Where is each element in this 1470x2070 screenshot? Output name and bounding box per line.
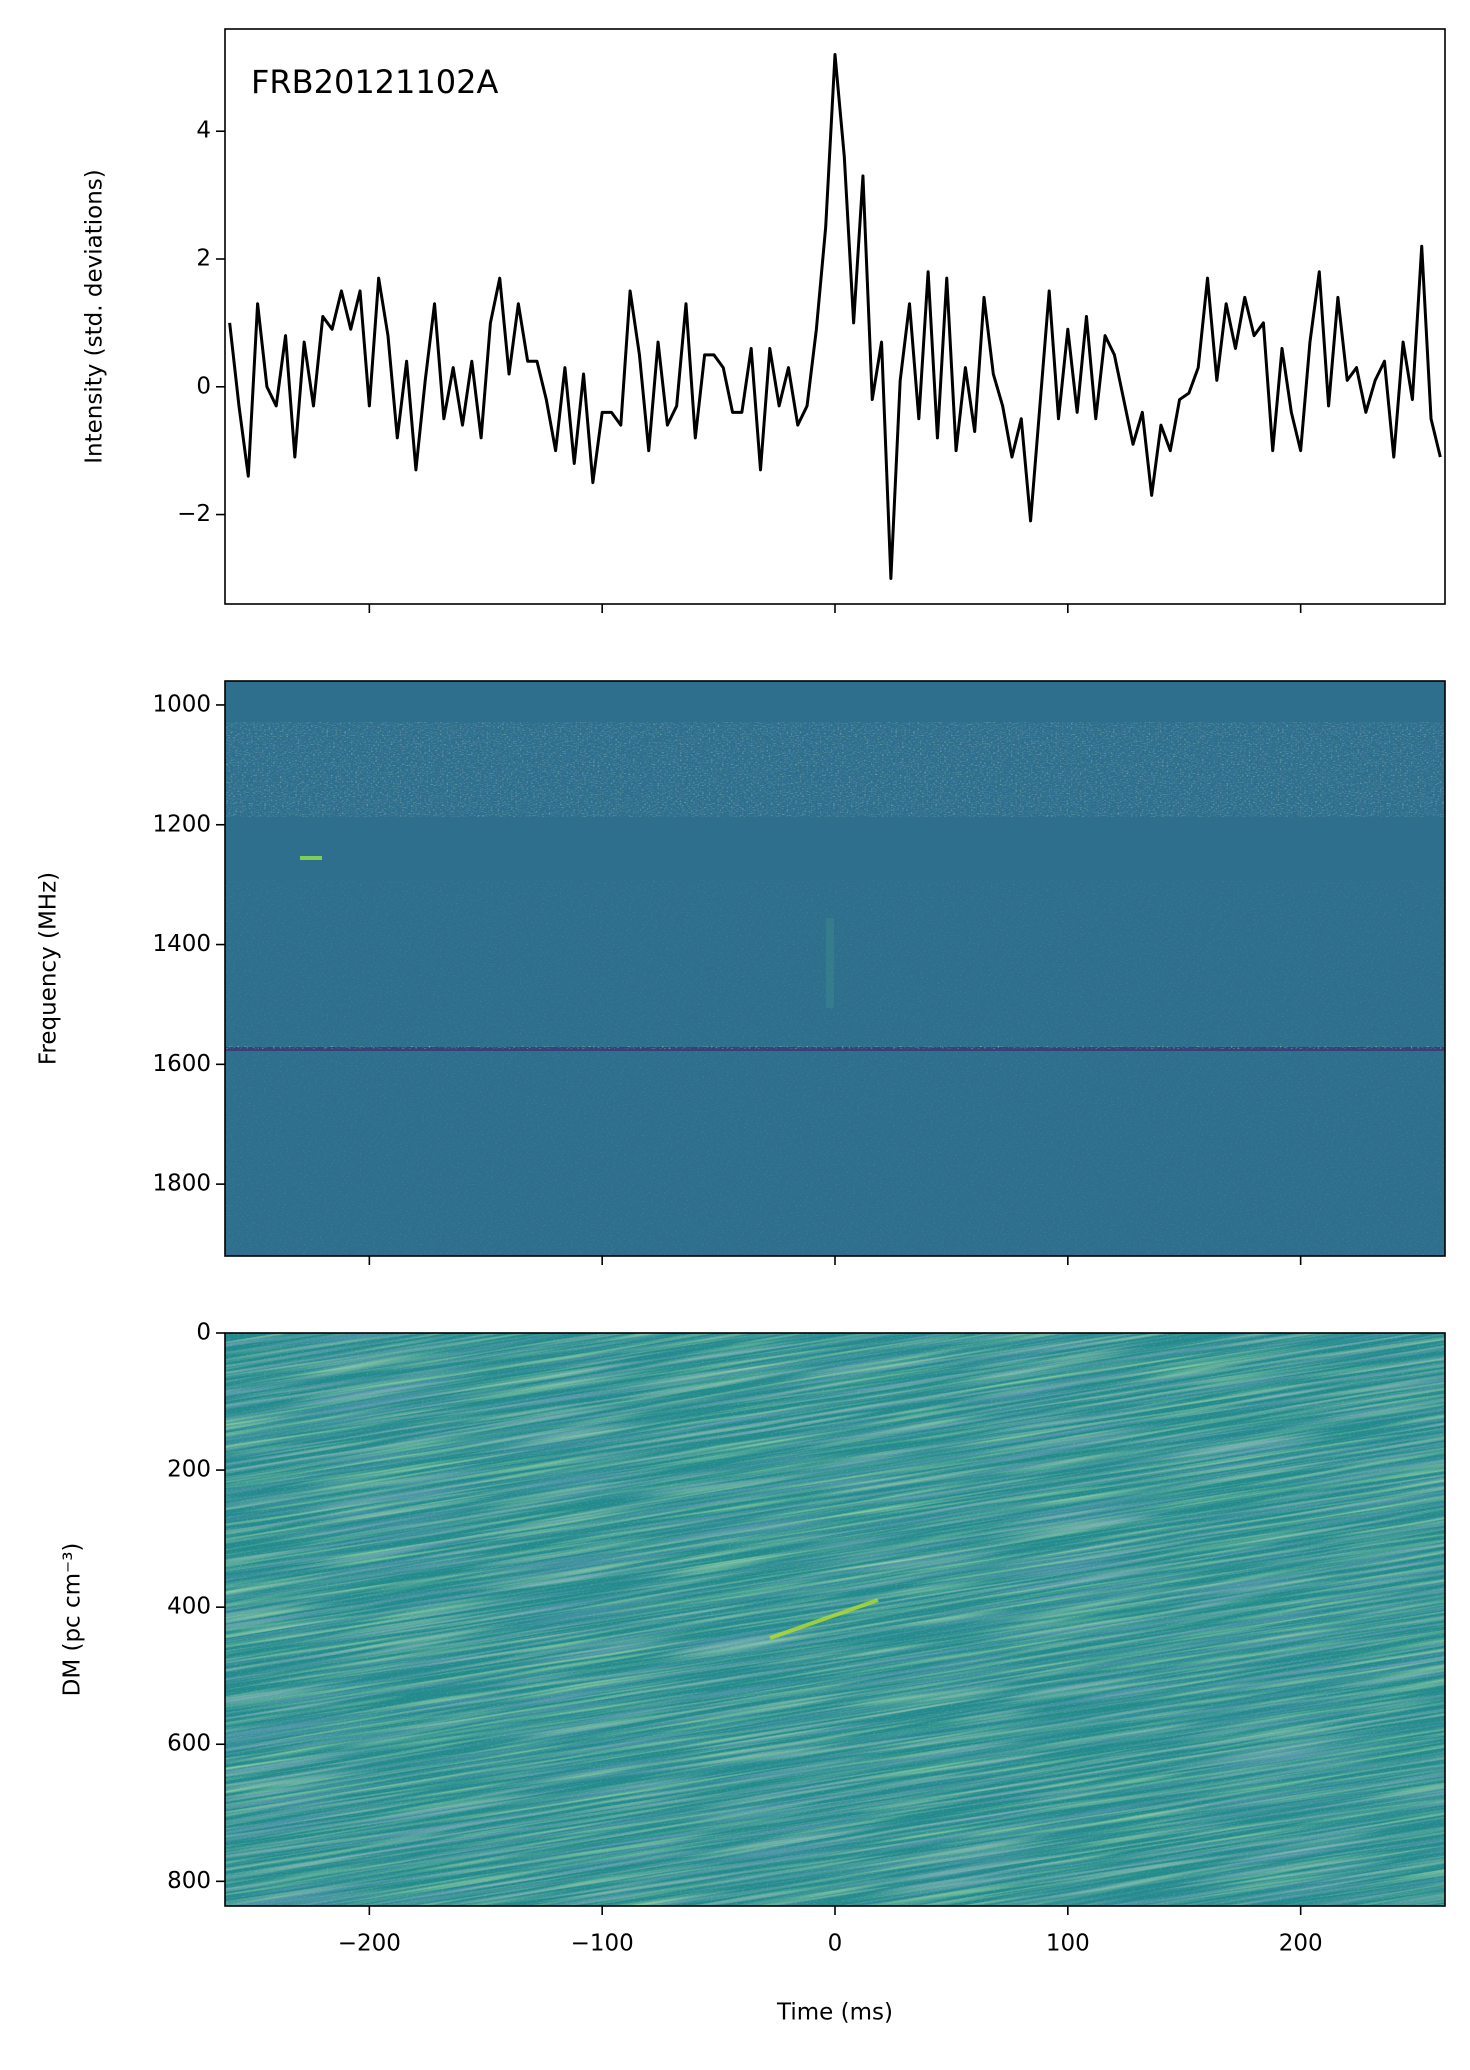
- x-tick-label: −100: [571, 1931, 634, 1957]
- dm-time-panel: 0 200 400 600 800 −200 −100 0 100 200 DM (pc cm⁻³)…: [60, 1320, 1446, 2026]
- y-tick-label: 200: [167, 1457, 211, 1483]
- rfi-blob: [300, 856, 322, 860]
- y-tick-label: 2: [196, 246, 211, 272]
- y-axis-label: DM (pc cm⁻³): [60, 1543, 86, 1697]
- y-tick-label: −2: [177, 501, 211, 527]
- dynamic-spectrum-panel: 1000 1200 1400 1600 1800 Frequency (MHz): [36, 680, 1446, 1265]
- y-tick-label: 0: [196, 1320, 211, 1346]
- annotation: FRB20121102A: [251, 63, 498, 101]
- dynamic-spectrum-texture: [225, 681, 1445, 1256]
- rfi-line: [225, 1046, 1445, 1049]
- x-tick-label: −200: [338, 1931, 401, 1957]
- time-series-panel: −2 0 2 4 Intensity (std. deviations) FRB20121…: [82, 28, 1446, 613]
- y-tick-label: 4: [196, 118, 211, 144]
- intensity-line: [228, 53, 1442, 580]
- y-tick-label: 0: [196, 373, 211, 399]
- axes-frame: [224, 28, 1446, 605]
- y-tick-label: 1000: [152, 691, 211, 717]
- x-tick-label: 0: [828, 1931, 843, 1957]
- burst-streak: [769, 1598, 879, 1640]
- y-tick-label: 1400: [152, 931, 211, 957]
- y-tick-label: 600: [167, 1731, 211, 1757]
- y-tick-label: 1600: [152, 1051, 211, 1077]
- y-tick-label: 1800: [152, 1171, 211, 1197]
- y-axis-label: Intensity (std. deviations): [82, 169, 108, 463]
- noise-band: [225, 722, 1445, 817]
- y-tick-label: 400: [167, 1594, 211, 1620]
- y-axis-label: Frequency (MHz): [36, 872, 62, 1065]
- x-tick-label: 100: [1046, 1931, 1090, 1957]
- y-tick-label: 1200: [152, 811, 211, 837]
- line-clip: [228, 53, 1442, 580]
- x-tick-label: 200: [1279, 1931, 1323, 1957]
- x-axis-label: Time (ms): [776, 2000, 893, 2026]
- dm-time-texture: [225, 1333, 1445, 1906]
- noise-band: [225, 880, 1445, 1256]
- y-tick-label: 800: [167, 1868, 211, 1894]
- pixel-noise: [225, 1333, 1445, 1906]
- burst-trace: [826, 918, 834, 1008]
